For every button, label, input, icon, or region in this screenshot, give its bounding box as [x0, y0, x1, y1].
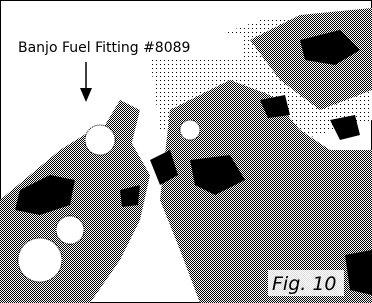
- figure-caption: Fig. 10: [272, 273, 337, 295]
- figure: Banjo Fuel Fitting #8089 Fig. 10: [0, 0, 372, 303]
- part-label: Banjo Fuel Fitting #8089: [18, 40, 190, 56]
- page: Banjo Fuel Fitting #8089 Fig. 10 (() => …: [0, 0, 372, 303]
